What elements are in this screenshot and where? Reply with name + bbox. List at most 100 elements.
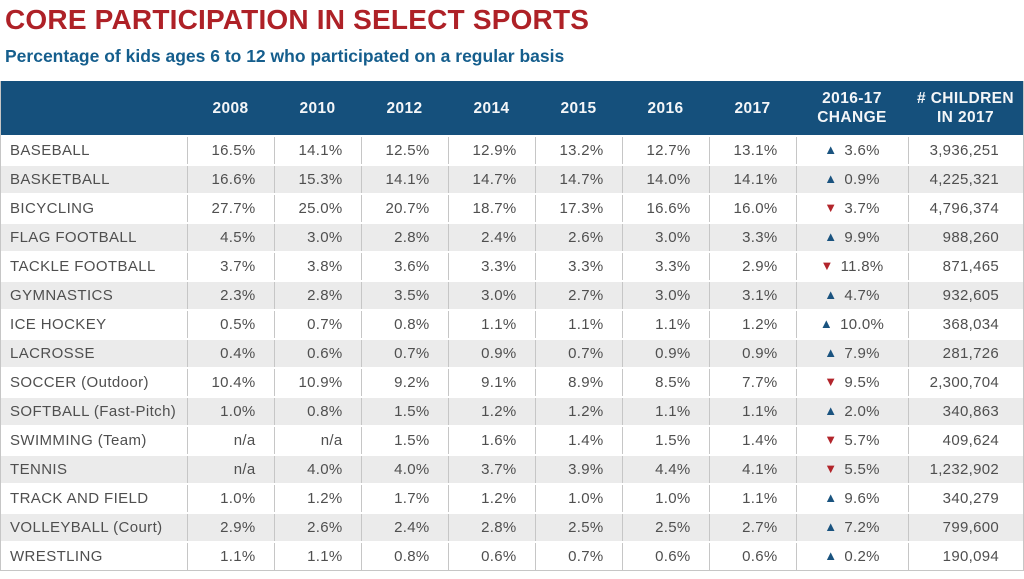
year-value-cell: 1.1%: [621, 309, 709, 339]
table-row: TACKLE FOOTBALL 3.7% 3.8% 3.6% 3.3% 3.3% 3.3% 2…: [1, 251, 1023, 281]
down-triangle-icon: ▼: [824, 432, 838, 447]
column-header: 2017: [709, 81, 796, 136]
sport-name-cell: TENNIS: [1, 454, 187, 484]
year-value-cell: 3.3%: [447, 251, 535, 281]
sport-column-header: [1, 81, 187, 136]
change-cell: ▲ 7.9%: [795, 338, 908, 368]
change-cell: ▼ 5.5%: [795, 454, 908, 484]
year-value-cell: 0.6%: [273, 338, 361, 368]
change-value: 9.6%: [844, 490, 880, 507]
table-row: GYMNASTICS 2.3% 2.8% 3.5% 3.0% 2.7% 3.0% 3.1% ▲ 4…: [1, 280, 1023, 310]
sport-name-cell: FLAG FOOTBALL: [1, 222, 187, 252]
year-value-cell: 2.7%: [708, 512, 796, 542]
year-value-cell: 1.5%: [360, 396, 448, 426]
change-cell: ▲ 4.7%: [795, 280, 908, 310]
year-value-cell: 4.4%: [621, 454, 709, 484]
year-value-cell: 15.3%: [273, 164, 361, 194]
sport-name-cell: TACKLE FOOTBALL: [1, 251, 187, 281]
column-header: 2010: [274, 81, 361, 136]
change-value: 9.5%: [844, 374, 880, 391]
year-value-cell: 3.3%: [621, 251, 709, 281]
year-value-cell: 0.9%: [708, 338, 796, 368]
children-count-cell: 871,465: [907, 251, 1023, 281]
table-row: TENNIS n/a 4.0% 4.0% 3.7% 3.9% 4.4% 4.1% ▼ 5.5% 1,…: [1, 454, 1023, 484]
year-value-cell: 1.2%: [534, 396, 622, 426]
year-value-cell: 0.6%: [621, 541, 709, 570]
year-value-cell: 18.7%: [447, 193, 535, 223]
year-value-cell: 1.1%: [708, 396, 796, 426]
change-value: 11.8%: [840, 258, 884, 275]
children-count-cell: 190,094: [907, 541, 1023, 570]
year-value-cell: 1.6%: [447, 425, 535, 455]
year-value-cell: 1.4%: [708, 425, 796, 455]
sport-name-cell: SOCCER (Outdoor): [1, 367, 187, 397]
year-value-cell: 8.9%: [534, 367, 622, 397]
year-value-cell: 0.6%: [708, 541, 796, 570]
year-value-cell: 14.1%: [708, 164, 796, 194]
change-cell: ▲ 9.9%: [795, 222, 908, 252]
table-row: LACROSSE 0.4% 0.6% 0.7% 0.9% 0.7% 0.9% 0.9% ▲ 7.9…: [1, 338, 1023, 368]
children-count-cell: 4,225,321: [907, 164, 1023, 194]
change-value: 4.7%: [844, 287, 880, 304]
page-title: CORE PARTICIPATION IN SELECT SPORTS: [5, 4, 590, 35]
change-cell: ▲ 9.6%: [795, 483, 908, 513]
up-triangle-icon: ▲: [824, 345, 838, 360]
year-value-cell: 16.6%: [186, 164, 274, 194]
year-value-cell: n/a: [186, 425, 274, 455]
up-triangle-icon: ▲: [824, 519, 838, 534]
children-count-cell: 368,034: [907, 309, 1023, 339]
sport-name-cell: LACROSSE: [1, 338, 187, 368]
sport-name-cell: TRACK AND FIELD: [1, 483, 187, 513]
year-value-cell: 1.0%: [534, 483, 622, 513]
year-value-cell: 2.3%: [186, 280, 274, 310]
year-value-cell: 2.5%: [621, 512, 709, 542]
year-value-cell: 1.1%: [621, 396, 709, 426]
change-cell: ▲ 2.0%: [795, 396, 908, 426]
change-value: 5.7%: [844, 432, 880, 449]
change-value: 3.6%: [844, 142, 880, 159]
year-value-cell: 1.0%: [186, 396, 274, 426]
year-value-cell: 3.3%: [708, 222, 796, 252]
year-value-cell: 7.7%: [708, 367, 796, 397]
participation-table-container: 2008 2010 2012 2014 2015 2016 2017 2016-17 CHAN…: [0, 81, 1024, 571]
year-value-cell: 20.7%: [360, 193, 448, 223]
year-value-cell: 0.7%: [273, 309, 361, 339]
year-value-cell: 14.7%: [534, 164, 622, 194]
sport-name-cell: BASKETBALL: [1, 164, 187, 194]
sport-name-cell: ICE HOCKEY: [1, 309, 187, 339]
change-cell: ▲ 3.6%: [795, 135, 908, 165]
table-row: SWIMMING (Team) n/a n/a 1.5% 1.6% 1.4% 1.5% 1.4…: [1, 425, 1023, 455]
year-value-cell: 17.3%: [534, 193, 622, 223]
year-value-cell: 2.4%: [360, 512, 448, 542]
year-value-cell: 3.9%: [534, 454, 622, 484]
year-value-cell: 3.0%: [621, 280, 709, 310]
year-value-cell: 0.5%: [186, 309, 274, 339]
column-header: 2015: [535, 81, 622, 136]
year-value-cell: 13.1%: [708, 135, 796, 165]
year-value-cell: 3.8%: [273, 251, 361, 281]
year-value-cell: 3.1%: [708, 280, 796, 310]
change-cell: ▲ 7.2%: [795, 512, 908, 542]
children-count-cell: 340,279: [907, 483, 1023, 513]
year-value-cell: 1.2%: [708, 309, 796, 339]
table-row: BASKETBALL 16.6% 15.3% 14.1% 14.7% 14.7% 14.0%…: [1, 164, 1023, 194]
change-cell: ▲ 0.2%: [795, 541, 908, 570]
year-value-cell: 4.1%: [708, 454, 796, 484]
year-value-cell: 12.7%: [621, 135, 709, 165]
up-triangle-icon: ▲: [824, 287, 838, 302]
column-header: 2012: [361, 81, 448, 136]
year-value-cell: 14.0%: [621, 164, 709, 194]
year-value-cell: 12.9%: [447, 135, 535, 165]
year-value-cell: 3.0%: [621, 222, 709, 252]
year-value-cell: 4.0%: [273, 454, 361, 484]
year-value-cell: 2.4%: [447, 222, 535, 252]
table-row: TRACK AND FIELD 1.0% 1.2% 1.7% 1.2% 1.0% 1.0% 1…: [1, 483, 1023, 513]
change-cell: ▼ 5.7%: [795, 425, 908, 455]
down-triangle-icon: ▼: [820, 258, 834, 273]
change-cell: ▼ 11.8%: [795, 251, 908, 281]
year-value-cell: 1.0%: [186, 483, 274, 513]
year-value-cell: 2.9%: [186, 512, 274, 542]
table-header: 2008 2010 2012 2014 2015 2016 2017 2016-17 CHAN…: [1, 81, 1023, 136]
change-value: 5.5%: [844, 461, 880, 478]
